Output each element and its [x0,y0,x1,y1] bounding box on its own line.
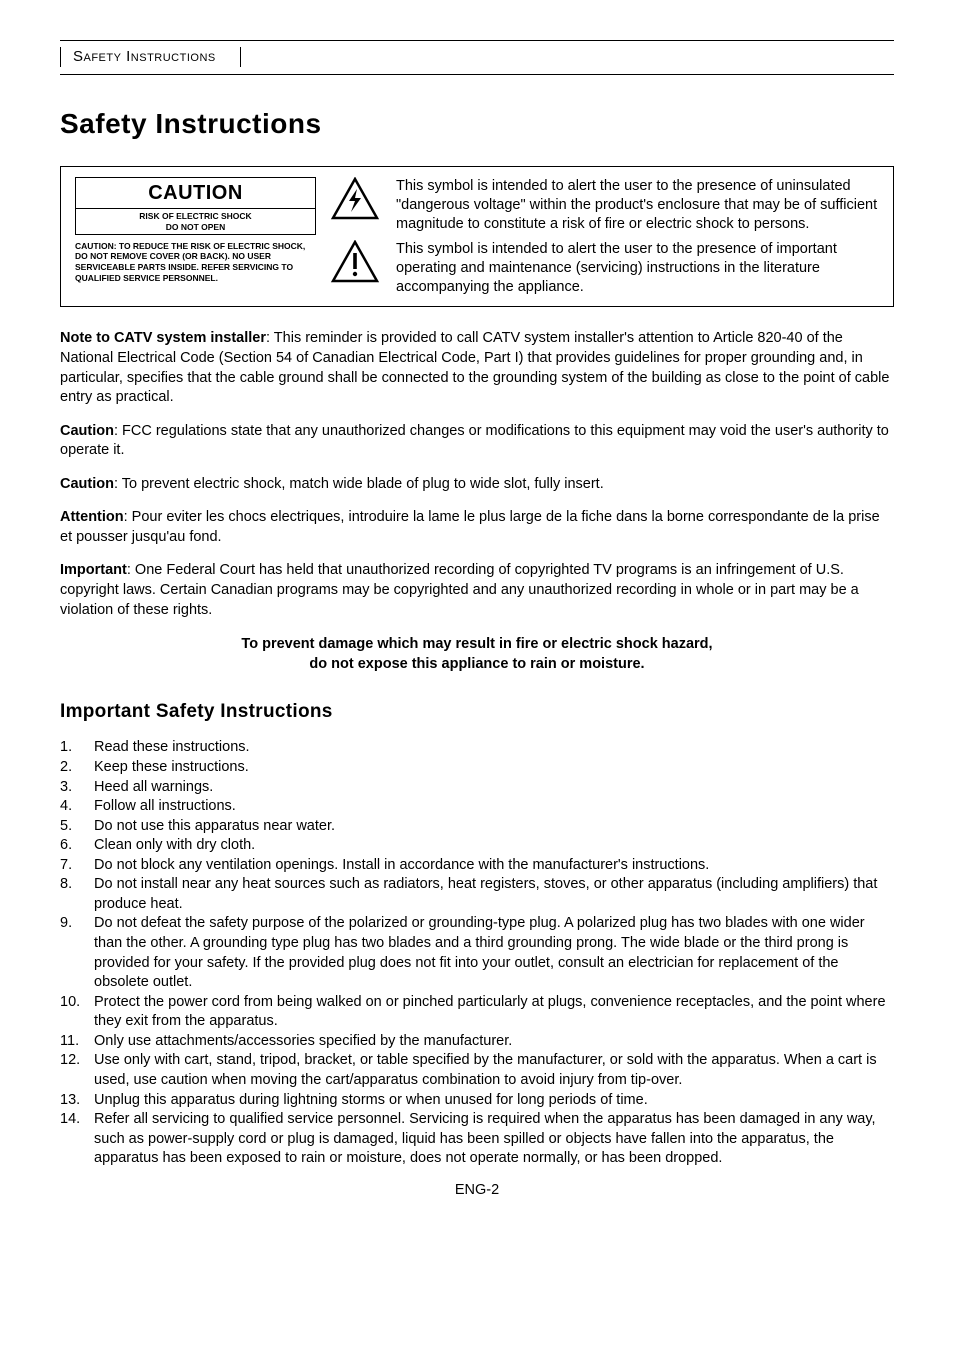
list-item: Clean only with dry cloth. [60,836,894,856]
caution-panel: CAUTION RISK OF ELECTRIC SHOCK DO NOT OP… [75,177,330,296]
caution-subtitle: RISK OF ELECTRIC SHOCK DO NOT OPEN [76,209,315,233]
paragraph-important: Important: One Federal Court has held th… [60,561,894,620]
symbol-descriptions: This symbol is intended to alert the use… [330,177,879,296]
caution-title: CAUTION [76,178,315,209]
exclamation-symbol-row: This symbol is intended to alert the use… [330,240,879,297]
caution-body-text: CAUTION: TO REDUCE THE RISK OF ELECTRIC … [75,241,316,284]
paragraph-catv: Note to CATV system installer: This remi… [60,329,894,407]
section-header-label: Safety Instructions [60,47,241,67]
paragraph-fcc: Caution: FCC regulations state that any … [60,422,894,461]
list-item: Do not install near any heat sources suc… [60,875,894,914]
warning-box: CAUTION RISK OF ELECTRIC SHOCK DO NOT OP… [60,166,894,307]
paragraph-attention: Attention: Pour eviter les chocs electri… [60,508,894,547]
list-item: Read these instructions. [60,738,894,758]
lightning-bolt-icon [330,177,380,221]
list-item: Unplug this apparatus during lightning s… [60,1091,894,1111]
list-item: Heed all warnings. [60,778,894,798]
list-item: Do not use this apparatus near water. [60,817,894,837]
lightning-symbol-text: This symbol is intended to alert the use… [396,177,879,234]
list-item: Refer all servicing to qualified service… [60,1110,894,1169]
section-header-box: Safety Instructions [60,40,894,75]
exclamation-symbol-text: This symbol is intended to alert the use… [396,240,879,297]
lightning-symbol-row: This symbol is intended to alert the use… [330,177,879,234]
list-item: Only use attachments/accessories specifi… [60,1032,894,1052]
page-number: ENG-2 [60,1181,894,1201]
list-item: Use only with cart, stand, tripod, brack… [60,1051,894,1090]
center-warning: To prevent damage which may result in fi… [60,634,894,675]
list-item: Keep these instructions. [60,758,894,778]
instructions-list: Read these instructions. Keep these inst… [60,738,894,1168]
exclamation-icon [330,240,380,284]
caution-label-box: CAUTION RISK OF ELECTRIC SHOCK DO NOT OP… [75,177,316,234]
paragraph-shock: Caution: To prevent electric shock, matc… [60,475,894,495]
list-item: Do not defeat the safety purpose of the … [60,914,894,992]
list-item: Protect the power cord from being walked… [60,993,894,1032]
subheading: Important Safety Instructions [60,699,894,725]
list-item: Follow all instructions. [60,797,894,817]
list-item: Do not block any ventilation openings. I… [60,856,894,876]
page-title: Safety Instructions [60,105,894,143]
